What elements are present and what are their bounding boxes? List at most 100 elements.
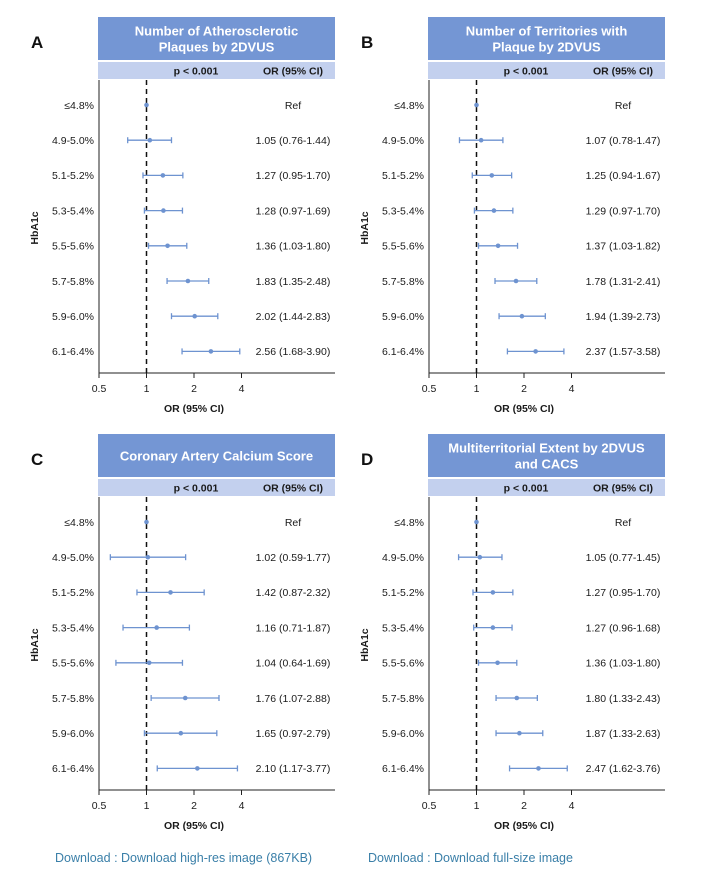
category-label: 5.5-5.6% [52, 241, 94, 253]
category-label: 5.3-5.4% [52, 622, 94, 634]
category-label: 5.7-5.8% [52, 693, 94, 705]
category-label: 5.1-5.2% [52, 587, 94, 599]
y-axis-label: HbA1c [359, 211, 371, 244]
x-tick-label: 4 [239, 383, 245, 395]
or-value-label: 1.07 (0.78-1.47) [586, 135, 661, 147]
or-point [474, 102, 479, 108]
panel-title: Plaque by 2DVUS [492, 40, 601, 55]
or-value-label: 1.83 (1.35-2.48) [256, 276, 331, 288]
category-label: 5.3-5.4% [382, 205, 424, 217]
or-point [533, 349, 538, 354]
panel-title: Number of Territories with [466, 24, 628, 39]
x-tick-label: 2 [521, 800, 527, 812]
or-value-label: 1.80 (1.33-2.43) [586, 693, 661, 705]
or-point [182, 695, 188, 701]
or-header: OR (95% CI) [263, 483, 323, 495]
x-tick-label: 0.5 [92, 800, 107, 812]
panel-title: Plaques by 2DVUS [159, 40, 275, 55]
or-value-label: 1.27 (0.96-1.68) [586, 622, 661, 634]
panel-letter: D [361, 450, 373, 469]
category-label: 6.1-6.4% [52, 346, 94, 358]
or-value-label: 1.65 (0.97-2.79) [256, 728, 331, 740]
or-value-label: 1.25 (0.94-1.67) [586, 170, 661, 182]
category-label: 5.9-6.0% [52, 728, 94, 740]
or-value-label: 1.76 (1.07-2.88) [256, 693, 331, 705]
y-axis-label: HbA1c [29, 628, 41, 661]
or-value-label: 1.78 (1.31-2.41) [586, 276, 661, 288]
or-header: OR (95% CI) [263, 66, 323, 78]
category-label: ≤4.8% [394, 100, 424, 112]
or-point [168, 590, 173, 595]
panel-title: Multiterritorial Extent by 2DVUS [448, 441, 645, 456]
or-point [517, 730, 522, 736]
or-value-label: 1.05 (0.77-1.45) [586, 552, 661, 564]
p-value: p < 0.001 [504, 66, 549, 78]
or-value-label: Ref [615, 517, 631, 529]
or-value-label: 1.37 (1.03-1.82) [586, 241, 661, 253]
or-value-label: 1.29 (0.97-1.70) [586, 205, 661, 217]
p-value: p < 0.001 [504, 483, 549, 495]
or-point [147, 137, 153, 143]
category-label: 4.9-5.0% [52, 552, 94, 564]
header-bar [98, 62, 335, 79]
title-bar [98, 434, 335, 477]
or-value-label: 2.56 (1.68-3.90) [256, 346, 331, 358]
x-axis-label: OR (95% CI) [164, 403, 224, 415]
download-bar: Download : Download high-res image (867K… [0, 851, 707, 871]
header-bar [428, 479, 665, 496]
title-bar [98, 17, 335, 60]
or-value-label: 1.27 (0.95-1.70) [256, 170, 331, 182]
or-value-label: 1.94 (1.39-2.73) [586, 311, 661, 323]
or-value-label: Ref [615, 100, 631, 112]
or-value-label: 1.42 (0.87-2.32) [256, 587, 331, 599]
title-bar [428, 434, 665, 477]
or-value-label: 1.16 (0.71-1.87) [256, 622, 331, 634]
or-point [474, 519, 479, 525]
or-value-label: 1.05 (0.76-1.44) [256, 135, 331, 147]
category-label: 5.9-6.0% [382, 311, 424, 323]
x-axis-label: OR (95% CI) [494, 820, 554, 832]
or-value-label: 2.47 (1.62-3.76) [586, 763, 661, 775]
or-point [489, 173, 495, 178]
or-point [192, 313, 197, 319]
category-label: 5.3-5.4% [52, 205, 94, 217]
panel-c: C Coronary Artery Calcium Score p < 0.001 O… [29, 434, 335, 832]
category-label: ≤4.8% [64, 517, 94, 529]
panel-title: Number of Atherosclerotic [135, 24, 299, 39]
x-tick-label: 1 [474, 383, 480, 395]
download-high-res-link[interactable]: Download : Download high-res image (867K… [55, 851, 313, 865]
or-point [208, 349, 214, 354]
category-label: 5.1-5.2% [52, 170, 94, 182]
header-bar [98, 479, 335, 496]
or-point [513, 278, 519, 284]
panel-title: and CACS [515, 457, 579, 472]
or-header: OR (95% CI) [593, 483, 653, 495]
x-tick-label: 2 [521, 383, 527, 395]
x-tick-label: 1 [144, 383, 150, 395]
category-label: 4.9-5.0% [382, 552, 424, 564]
category-label: 5.9-6.0% [52, 311, 94, 323]
panel-title: Coronary Artery Calcium Score [120, 449, 313, 464]
x-tick-label: 1 [474, 800, 480, 812]
category-label: 4.9-5.0% [52, 135, 94, 147]
or-value-label: 1.87 (1.33-2.63) [586, 728, 661, 740]
or-point [495, 243, 501, 249]
panel-letter: A [31, 33, 43, 52]
category-label: 4.9-5.0% [382, 135, 424, 147]
or-point [161, 208, 166, 213]
download-full-size-link[interactable]: Download : Download full-size image [368, 851, 573, 865]
category-label: 5.1-5.2% [382, 170, 424, 182]
or-point [519, 313, 525, 319]
category-label: 6.1-6.4% [382, 346, 424, 358]
or-point [478, 137, 484, 143]
or-value-label: 1.28 (0.97-1.69) [256, 205, 331, 217]
or-value-label: Ref [285, 100, 301, 112]
x-tick-label: 4 [569, 383, 575, 395]
category-label: 5.7-5.8% [382, 276, 424, 288]
category-label: 5.5-5.6% [382, 241, 424, 253]
or-point [144, 102, 149, 108]
or-point [144, 519, 149, 525]
or-point [491, 208, 497, 213]
